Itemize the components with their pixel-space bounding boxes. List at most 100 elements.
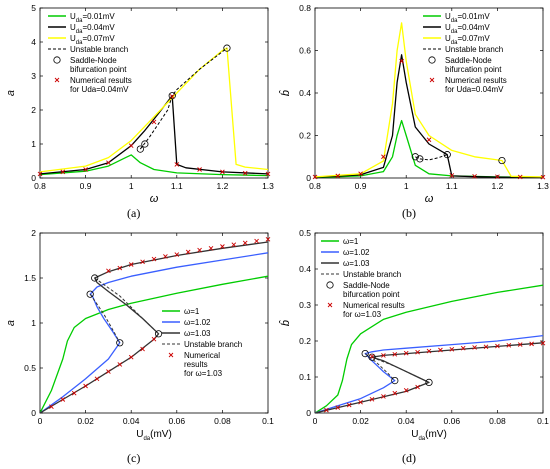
marker-cross: [83, 167, 88, 172]
marker-cross: [369, 397, 375, 402]
marker-cross: [174, 162, 180, 167]
legend-entry: Saddle-Node: [445, 56, 492, 65]
legend-entry: Numerical results: [70, 76, 132, 85]
marker-cross: [381, 154, 386, 160]
y-tick-label: 0: [306, 408, 311, 418]
marker-cross: [438, 347, 443, 353]
x-tick-label: 0.06: [444, 416, 461, 426]
marker-cross: [83, 383, 88, 389]
marker-cross: [242, 170, 248, 176]
y-tick-label: 0.2: [299, 131, 311, 141]
chart-b: 0.8 0.9 1 1.1 1.2 1.3 0 0.2 0.4 0.6 0.8 ω b̂ Uda=0.01…: [278, 3, 549, 205]
x-tick-label: 0.02: [352, 416, 369, 426]
x-tick-label: 1.3: [537, 181, 549, 191]
legend-entry: bifurcation point: [70, 65, 127, 74]
legend-marker-cross: [168, 352, 174, 358]
y-tick-label: 0.4: [299, 88, 311, 98]
marker-cross: [415, 349, 420, 355]
marker-cross: [415, 384, 420, 390]
y-tick-label: 0: [31, 408, 36, 418]
legend-entry: bifurcation point: [445, 65, 502, 74]
x-tick-label: 0: [313, 416, 318, 426]
y-tick-label: 3: [31, 71, 36, 81]
legend-entry: for Uda=0.04mV: [70, 85, 129, 94]
y-tick-label: 1: [31, 318, 36, 328]
marker-cross: [106, 160, 111, 166]
plot-area: [315, 22, 543, 178]
marker-cross: [449, 346, 455, 352]
marker-circle: [416, 155, 424, 163]
marker-cross: [220, 169, 225, 175]
marker-cross: [506, 343, 512, 348]
marker-cross: [426, 348, 432, 354]
marker-cross: [265, 236, 271, 242]
legend-entry: Unstable branch: [184, 340, 242, 349]
y-tick-label: 0.5: [24, 363, 36, 373]
marker-circle: [86, 290, 94, 298]
y-tick-label: 1.5: [24, 273, 36, 283]
legend-entry: Unstable branch: [343, 270, 401, 279]
x-tick-label: 0.02: [77, 416, 94, 426]
marker-cross: [495, 343, 500, 349]
series-line-3: [89, 277, 159, 344]
legend-entry: Numerical results: [445, 76, 507, 85]
x-tick-label: 1.1: [446, 181, 458, 191]
marker-circle: [141, 140, 149, 148]
legend-entry: Uda=0.04mV: [445, 23, 490, 35]
marker-cross: [399, 58, 404, 64]
marker-cross: [242, 240, 248, 246]
marker-cross: [128, 262, 134, 267]
marker-circle: [411, 153, 419, 161]
y-tick-label: 4: [31, 37, 36, 47]
marker-cross: [540, 340, 546, 346]
x-tick-label: 1.3: [262, 181, 274, 191]
legend-entry: ω=1.02: [343, 248, 370, 257]
marker-cross: [265, 171, 271, 177]
marker-cross: [37, 171, 43, 177]
marker-cross: [324, 407, 329, 413]
marker-cross: [335, 405, 341, 410]
marker-cross: [335, 173, 341, 179]
x-tick-label: 0: [38, 416, 43, 426]
marker-cross: [403, 350, 409, 356]
legend-entry: Numerical results: [343, 301, 405, 310]
y-axis-label: b̂: [278, 320, 292, 326]
marker-circle: [154, 330, 163, 338]
legend-marker-cross: [54, 77, 60, 83]
marker-cross: [169, 94, 175, 99]
marker-cross: [312, 174, 318, 180]
legend-marker-circle: [428, 56, 436, 64]
legend-marker-circle: [53, 56, 61, 64]
plot-area: [40, 47, 268, 177]
legend-entry: ω=1: [184, 307, 200, 316]
y-tick-label: 1: [31, 139, 36, 149]
y-tick-label: 0.2: [299, 336, 311, 346]
series-line-0: [315, 284, 543, 413]
chart-c: 0 0.02 0.04 0.06 0.08 0.1 0 0.5 1 1.5 2 Uda(mV) a ω=1…: [5, 228, 274, 442]
marker-cross: [60, 397, 66, 402]
legend-entry: Saddle-Node: [343, 281, 390, 290]
legend-entry: for ω=1.03: [184, 369, 223, 378]
marker-circle: [425, 378, 433, 386]
x-axis-label: ω: [425, 193, 434, 205]
axes-frame: [314, 7, 544, 179]
x-tick-label: 1: [404, 181, 409, 191]
plot-area: [40, 241, 268, 413]
marker-circle: [136, 145, 144, 153]
series-line-1: [40, 252, 268, 413]
series-line-2: [315, 22, 543, 178]
x-tick-label: 0.08: [489, 416, 506, 426]
legend-marker-cross: [429, 77, 435, 83]
marker-cross: [426, 137, 432, 143]
marker-cross: [197, 247, 202, 253]
marker-cross: [151, 119, 157, 125]
marker-cross: [472, 345, 477, 350]
marker-cross: [449, 173, 455, 178]
legend-entry: for ω=1.03: [343, 310, 382, 319]
marker-cross: [517, 174, 523, 180]
x-tick-label: 0.04: [398, 416, 415, 426]
marker-circle: [91, 274, 99, 282]
marker-circle: [116, 339, 124, 347]
